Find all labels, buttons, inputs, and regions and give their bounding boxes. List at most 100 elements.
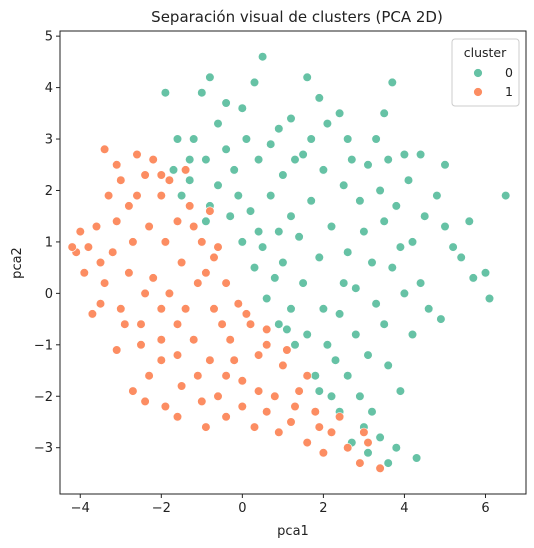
cluster-1-point [160, 237, 170, 247]
cluster-0-point [322, 340, 333, 350]
cluster-1-point [302, 371, 312, 381]
cluster-0-point [383, 360, 393, 371]
cluster-0-point [254, 155, 264, 165]
cluster-0-point [391, 201, 401, 211]
cluster-0-point [229, 165, 239, 175]
cluster-1-point [221, 371, 231, 381]
cluster-0-point [290, 155, 300, 165]
cluster-0-point [351, 283, 361, 293]
cluster-0-point [322, 118, 333, 129]
cluster-1-point [132, 191, 142, 201]
cluster-0-point [286, 113, 296, 124]
cluster-0-point [185, 155, 195, 165]
cluster-0-point [282, 324, 292, 335]
cluster-0-point [403, 175, 414, 185]
cluster-1-point [160, 401, 170, 412]
cluster-1-point [343, 443, 353, 453]
cluster-1-point [197, 396, 207, 407]
cluster-0-point [391, 443, 401, 453]
y-axis: −3 −2 −1 0 1 2 3 4 5 [34, 30, 60, 456]
x-tick-label: −2 [152, 501, 171, 516]
cluster-1-point [221, 278, 231, 288]
cluster-1-point [290, 401, 300, 412]
y-tick-label: 2 [45, 184, 53, 199]
cluster-0-point [432, 191, 442, 201]
cluster-0-point [201, 155, 211, 165]
cluster-0-point [274, 227, 284, 237]
cluster-0-point [201, 216, 211, 226]
x-axis: −4 −2 0 2 4 6 [71, 494, 490, 516]
cluster-0-point [347, 155, 357, 165]
cluster-0-point [335, 108, 345, 118]
cluster-1-point [112, 216, 122, 226]
cluster-0-point [221, 144, 231, 154]
x-tick-label: 0 [238, 501, 246, 516]
cluster-1-point [201, 422, 211, 432]
cluster-0-point [501, 191, 511, 201]
cluster-1-point [140, 396, 150, 407]
cluster-1-point [193, 371, 203, 381]
cluster-1-point [99, 144, 110, 154]
cluster-1-point [318, 448, 329, 458]
cluster-0-point [233, 191, 243, 201]
cluster-1-point [124, 201, 134, 211]
cluster-0-point [371, 134, 381, 144]
cluster-0-point [160, 88, 170, 98]
cluster-1-point [164, 288, 174, 299]
cluster-0-point [375, 432, 385, 443]
legend-marker-0 [473, 68, 483, 78]
cluster-1-point [262, 340, 272, 350]
cluster-1-point [148, 273, 158, 283]
cluster-0-point [254, 227, 264, 237]
cluster-1-point [132, 149, 142, 160]
x-tick-label: −4 [71, 501, 90, 516]
cluster-0-point [314, 252, 324, 262]
cluster-1-point [237, 401, 247, 412]
cluster-0-point [270, 273, 280, 283]
cluster-1-point [233, 299, 243, 309]
cluster-1-point [274, 427, 284, 437]
cluster-1-point [83, 242, 93, 252]
cluster-0-point [213, 118, 223, 129]
cluster-1-point [254, 350, 264, 360]
cluster-1-point [156, 191, 166, 201]
cluster-0-point [387, 263, 397, 273]
cluster-0-point [484, 293, 495, 304]
cluster-0-point [416, 149, 426, 160]
cluster-1-point [189, 335, 199, 345]
cluster-0-point [420, 211, 430, 221]
cluster-0-point [189, 134, 199, 144]
y-tick-label: 0 [45, 287, 53, 302]
cluster-0-point [249, 263, 260, 273]
cluster-1-point [282, 345, 292, 355]
cluster-0-point [412, 453, 422, 463]
cluster-1-point [221, 412, 231, 422]
cluster-0-point [343, 371, 353, 381]
cluster-0-point [371, 299, 381, 309]
cluster-0-point [468, 273, 478, 283]
x-tick-label: 2 [319, 501, 327, 516]
cluster-1-point [172, 412, 183, 422]
y-tick-label: −2 [34, 390, 53, 405]
cluster-1-point [359, 427, 369, 437]
legend-marker-1 [473, 87, 483, 97]
cluster-0-point [383, 155, 393, 165]
cluster-1-point [95, 299, 106, 309]
legend-title: cluster [464, 45, 507, 60]
cluster-0-point [258, 52, 268, 62]
cluster-0-point [306, 134, 316, 144]
cluster-0-point [480, 268, 491, 278]
cluster-0-point [258, 242, 268, 252]
cluster-1-point [205, 355, 215, 365]
cluster-0-point [379, 108, 389, 118]
cluster-1-point [108, 247, 118, 257]
cluster-1-point [67, 242, 77, 252]
cluster-0-point [383, 458, 393, 468]
cluster-0-point [367, 407, 377, 417]
cluster-1-point [164, 175, 174, 185]
cluster-1-point [355, 458, 365, 468]
y-tick-label: 5 [45, 30, 53, 45]
cluster-0-point [266, 139, 276, 149]
cluster-0-point [448, 242, 458, 252]
